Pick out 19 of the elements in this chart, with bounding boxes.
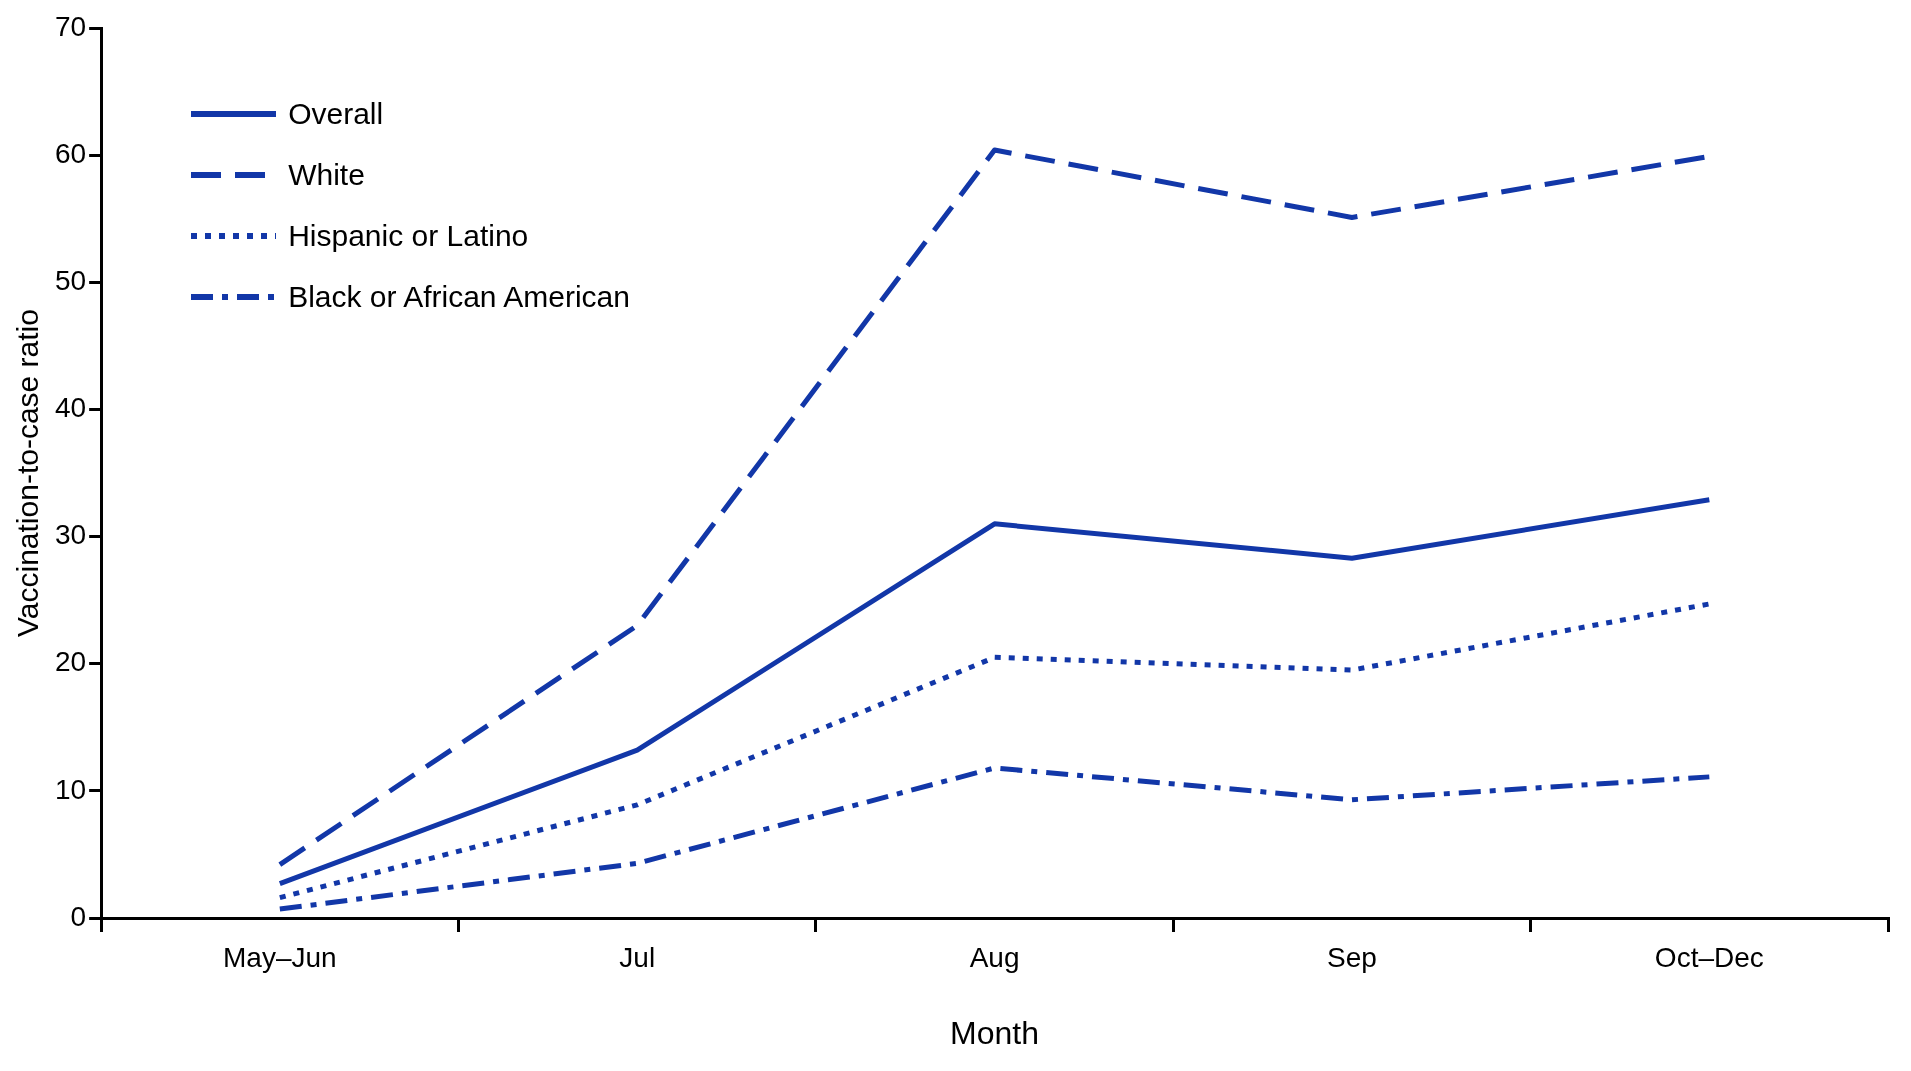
y-tick-label: 60: [54, 137, 87, 169]
y-tick-label: 30: [54, 519, 87, 551]
legend-label: Black or African American: [288, 279, 630, 314]
x-axis-title: Month: [950, 1014, 1040, 1051]
x-tick-label: Aug: [969, 941, 1020, 973]
legend-label: White: [288, 157, 365, 192]
y-tick-label: 70: [54, 10, 87, 42]
y-tick-label: 10: [54, 773, 87, 805]
x-tick-label: Jul: [619, 941, 656, 973]
y-tick-label: 20: [54, 646, 87, 678]
x-tick-label: Oct–Dec: [1654, 941, 1764, 973]
y-axis-title: Vaccination-to-case ratio: [11, 309, 45, 637]
y-tick-label: 40: [54, 392, 87, 424]
legend-label: Hispanic or Latino: [288, 218, 529, 253]
x-tick-label: May–Jun: [223, 941, 337, 973]
y-tick-label: 50: [54, 265, 87, 296]
x-tick-label: Sep: [1327, 941, 1377, 973]
y-tick-label: 0: [70, 900, 87, 932]
legend-label: Overall: [288, 96, 384, 131]
